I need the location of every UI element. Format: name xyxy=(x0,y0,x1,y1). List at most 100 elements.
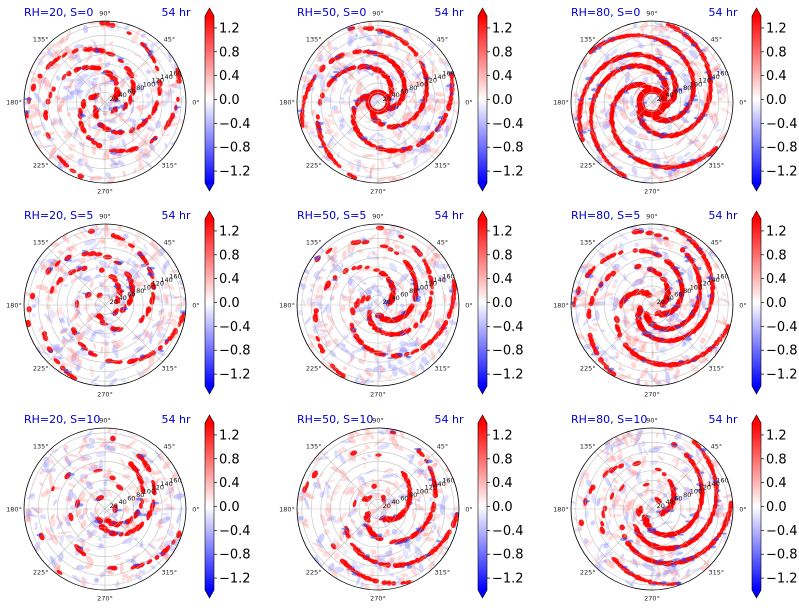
field-noise-cell xyxy=(406,105,409,110)
field-noise-cell xyxy=(104,118,118,124)
field-noise-cell xyxy=(404,266,410,273)
field-noise-cell xyxy=(52,355,64,360)
field-noise-cell xyxy=(400,61,405,69)
field-noise-cell xyxy=(110,158,118,166)
field-noise-cell xyxy=(305,297,312,305)
field-positive-cell xyxy=(140,314,145,323)
field-negative-cell xyxy=(673,558,682,561)
field-noise-cell xyxy=(325,305,332,314)
angle-tick-label: 45° xyxy=(711,443,723,451)
field-noise-cell xyxy=(670,59,680,67)
field-noise-cell xyxy=(99,362,106,370)
radial-tick-label: 140 xyxy=(433,73,445,81)
field-noise-cell xyxy=(618,242,624,252)
field-noise-cell xyxy=(688,281,698,291)
field-noise-cell xyxy=(628,118,636,124)
field-noise-cell xyxy=(639,341,648,353)
field-noise-cell xyxy=(676,551,684,556)
field-negative-cell xyxy=(419,98,425,102)
field-noise-cell xyxy=(147,543,156,550)
field-negative-cell xyxy=(24,110,30,115)
field-positive-cell xyxy=(98,267,105,273)
field-noise-cell xyxy=(407,106,412,117)
field-noise-cell xyxy=(331,86,336,93)
field-noise-cell xyxy=(723,83,729,95)
field-noise-cell xyxy=(364,502,369,507)
field-negative-cell xyxy=(405,538,411,542)
field-noise-cell xyxy=(59,310,65,316)
field-noise-cell xyxy=(149,330,153,345)
field-noise-cell xyxy=(428,561,436,571)
field-negative-cell xyxy=(401,146,407,151)
field-noise-cell xyxy=(27,507,31,519)
field-noise-cell xyxy=(86,555,94,565)
field-noise-cell xyxy=(658,272,669,279)
field-noise-cell xyxy=(384,229,391,242)
field-noise-cell xyxy=(713,263,720,270)
field-noise-cell xyxy=(418,129,424,141)
field-noise-cell xyxy=(635,429,644,434)
field-positive-cell xyxy=(138,502,143,509)
field-noise-cell xyxy=(319,76,326,91)
field-positive-cell xyxy=(635,507,641,517)
angle-tick-label: 315° xyxy=(435,161,451,169)
field-negative-cell xyxy=(671,168,677,172)
field-noise-cell xyxy=(158,544,164,551)
field-noise-cell xyxy=(358,33,366,40)
field-noise-cell xyxy=(77,444,85,455)
field-negative-cell xyxy=(48,349,53,353)
field-noise-cell xyxy=(385,486,391,497)
field-noise-cell xyxy=(75,349,89,357)
field-noise-cell xyxy=(74,305,81,319)
angle-tick-label: 45° xyxy=(164,443,176,451)
field-noise-cell xyxy=(597,159,603,164)
field-positive-cell xyxy=(154,65,160,72)
colorbar-tick-label: −0.8 xyxy=(766,344,798,359)
field-noise-cell xyxy=(88,437,96,444)
field-noise-cell xyxy=(396,163,402,169)
field-noise-cell xyxy=(59,315,66,324)
field-positive-cell xyxy=(128,127,136,134)
field-noise-cell xyxy=(106,445,111,450)
field-noise-cell xyxy=(391,484,402,489)
field-noise-cell xyxy=(646,504,653,515)
field-positive-cell xyxy=(586,311,592,320)
field-positive-cell xyxy=(642,482,650,487)
field-noise-cell xyxy=(715,346,719,356)
field-noise-cell xyxy=(73,234,82,240)
field-negative-cell xyxy=(151,501,160,505)
angle-tick-label: 135° xyxy=(33,443,49,451)
field-noise-cell xyxy=(637,442,643,456)
radial-tick-label: 40 xyxy=(665,498,673,506)
field-noise-cell xyxy=(706,112,718,118)
field-noise-cell xyxy=(28,493,36,500)
field-noise-cell xyxy=(172,315,181,319)
field-noise-cell xyxy=(666,318,673,323)
field-noise-cell xyxy=(363,370,374,377)
colorbar-tick-label: 0.0 xyxy=(492,93,513,108)
colorbar-tick-label: −0.8 xyxy=(492,344,524,359)
field-noise-cell xyxy=(134,95,140,101)
angular-gridline xyxy=(651,304,710,363)
field-noise-cell xyxy=(609,63,614,70)
field-positive-cell xyxy=(113,80,119,86)
field-noise-cell xyxy=(317,42,325,51)
field-noise-cell xyxy=(445,329,449,337)
field-noise-cell xyxy=(636,468,641,480)
field-noise-cell xyxy=(599,291,610,301)
field-noise-cell xyxy=(675,369,680,381)
field-noise-cell xyxy=(94,577,99,582)
field-noise-cell xyxy=(75,322,83,329)
radial-tick-label: 160 xyxy=(716,272,728,280)
field-noise-cell xyxy=(429,257,437,266)
field-noise-cell xyxy=(93,577,100,584)
field-noise-cell xyxy=(689,345,694,350)
field-noise-cell xyxy=(610,308,616,311)
field-noise-cell xyxy=(345,349,353,355)
field-noise-cell xyxy=(583,538,589,544)
field-noise-cell xyxy=(432,458,440,463)
field-noise-cell xyxy=(632,23,638,28)
field-positive-cell xyxy=(642,579,650,583)
field-noise-cell xyxy=(69,312,80,323)
field-noise-cell xyxy=(158,516,171,525)
